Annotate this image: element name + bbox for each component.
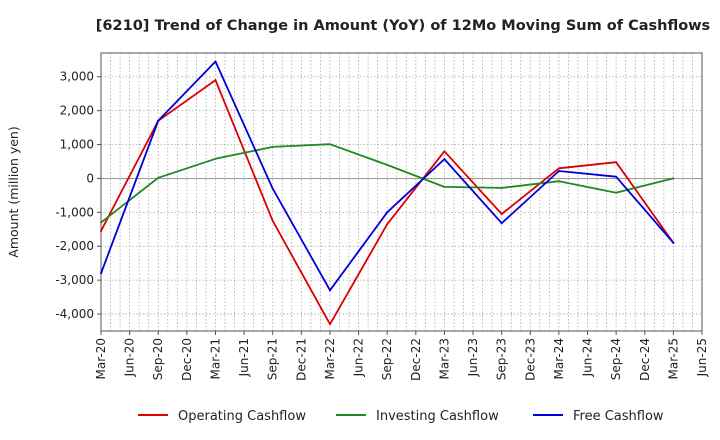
data-point-operating-cashflow bbox=[615, 161, 618, 164]
data-point-investing-cashflow bbox=[271, 145, 274, 148]
data-point-investing-cashflow bbox=[100, 221, 102, 224]
x-tick-label: Jun-21 bbox=[237, 338, 251, 377]
data-point-investing-cashflow bbox=[386, 163, 389, 166]
x-tick-label: Dec-20 bbox=[180, 338, 194, 381]
y-axis-ticks: 3,000 2,000 1,000 0 -1,000 -2,000 -3,000 -4,000 bbox=[55, 70, 101, 321]
data-point-investing-cashflow bbox=[557, 180, 560, 183]
data-point-free-cashflow bbox=[500, 222, 503, 225]
y-tick-label: 1,000 bbox=[60, 138, 94, 152]
data-point-free-cashflow bbox=[271, 187, 274, 190]
data-point-investing-cashflow bbox=[214, 157, 217, 160]
data-point-free-cashflow bbox=[100, 272, 102, 275]
x-tick-label: Mar-21 bbox=[208, 338, 222, 379]
x-tick-label: Mar-25 bbox=[666, 338, 680, 379]
data-point-free-cashflow bbox=[615, 175, 618, 178]
y-tick-label: 0 bbox=[86, 171, 94, 185]
y-tick-label: -2,000 bbox=[55, 239, 94, 253]
plot-area-frame bbox=[100, 52, 703, 332]
y-tick-label: 2,000 bbox=[60, 104, 94, 118]
x-tick-label: Sep-23 bbox=[495, 338, 509, 380]
x-tick-label: Dec-22 bbox=[409, 338, 423, 381]
legend-label-operating-cashflow: Operating Cashflow bbox=[178, 409, 306, 424]
data-point-investing-cashflow bbox=[500, 186, 503, 189]
data-point-free-cashflow bbox=[157, 119, 160, 122]
x-tick-label: Mar-22 bbox=[323, 338, 337, 379]
x-tick-label: Jun-24 bbox=[581, 338, 595, 377]
x-axis-ticks: Mar-20 Jun-20 Sep-20 Dec-20 Mar-21 Jun-21 Sep-… bbox=[94, 331, 709, 381]
y-tick-label: 3,000 bbox=[60, 70, 94, 84]
y-tick-label: -3,000 bbox=[55, 273, 94, 287]
data-point-operating-cashflow bbox=[443, 150, 446, 153]
data-point-operating-cashflow bbox=[328, 323, 331, 326]
data-point-operating-cashflow bbox=[500, 213, 503, 216]
legend: Operating Cashflow Investing Cashflow Free… bbox=[138, 409, 664, 424]
data-point-investing-cashflow bbox=[615, 191, 618, 194]
data-point-operating-cashflow bbox=[271, 219, 274, 222]
x-tick-label: Sep-22 bbox=[380, 338, 394, 380]
legend-label-free-cashflow: Free Cashflow bbox=[573, 409, 664, 424]
data-point-free-cashflow bbox=[672, 241, 675, 244]
x-tick-label: Sep-24 bbox=[609, 338, 623, 380]
x-tick-label: Jun-23 bbox=[466, 338, 480, 377]
data-point-free-cashflow bbox=[443, 158, 446, 161]
x-tick-label: Jun-22 bbox=[352, 338, 366, 377]
chart-title: [6210] Trend of Change in Amount (YoY) o… bbox=[96, 18, 710, 34]
x-tick-label: Sep-20 bbox=[151, 338, 165, 380]
data-point-operating-cashflow bbox=[214, 79, 217, 82]
x-tick-label: Mar-23 bbox=[437, 338, 451, 379]
x-tick-label: Mar-24 bbox=[552, 338, 566, 379]
data-point-free-cashflow bbox=[557, 169, 560, 172]
x-tick-label: Jun-20 bbox=[123, 338, 137, 377]
data-point-operating-cashflow bbox=[557, 167, 560, 170]
data-point-free-cashflow bbox=[386, 211, 389, 214]
data-point-investing-cashflow bbox=[328, 143, 331, 146]
series-lines bbox=[100, 60, 675, 326]
x-tick-label: Jun-25 bbox=[695, 338, 709, 377]
x-tick-label: Mar-20 bbox=[94, 338, 108, 379]
data-point-investing-cashflow bbox=[443, 185, 446, 188]
x-tick-label: Dec-21 bbox=[294, 338, 308, 381]
y-tick-label: -4,000 bbox=[55, 307, 94, 321]
grid-lines bbox=[101, 53, 702, 331]
x-tick-label: Sep-21 bbox=[266, 338, 280, 380]
y-axis-label: Amount (million yen) bbox=[6, 126, 21, 257]
data-point-operating-cashflow bbox=[386, 223, 389, 226]
data-point-free-cashflow bbox=[214, 60, 217, 63]
data-point-operating-cashflow bbox=[100, 229, 102, 232]
data-point-investing-cashflow bbox=[672, 177, 675, 180]
data-point-free-cashflow bbox=[328, 289, 331, 292]
x-tick-label: Dec-24 bbox=[638, 338, 652, 381]
data-point-investing-cashflow bbox=[157, 176, 160, 179]
legend-label-investing-cashflow: Investing Cashflow bbox=[376, 409, 499, 424]
y-tick-label: -1,000 bbox=[55, 205, 94, 219]
x-tick-label: Dec-23 bbox=[523, 338, 537, 381]
